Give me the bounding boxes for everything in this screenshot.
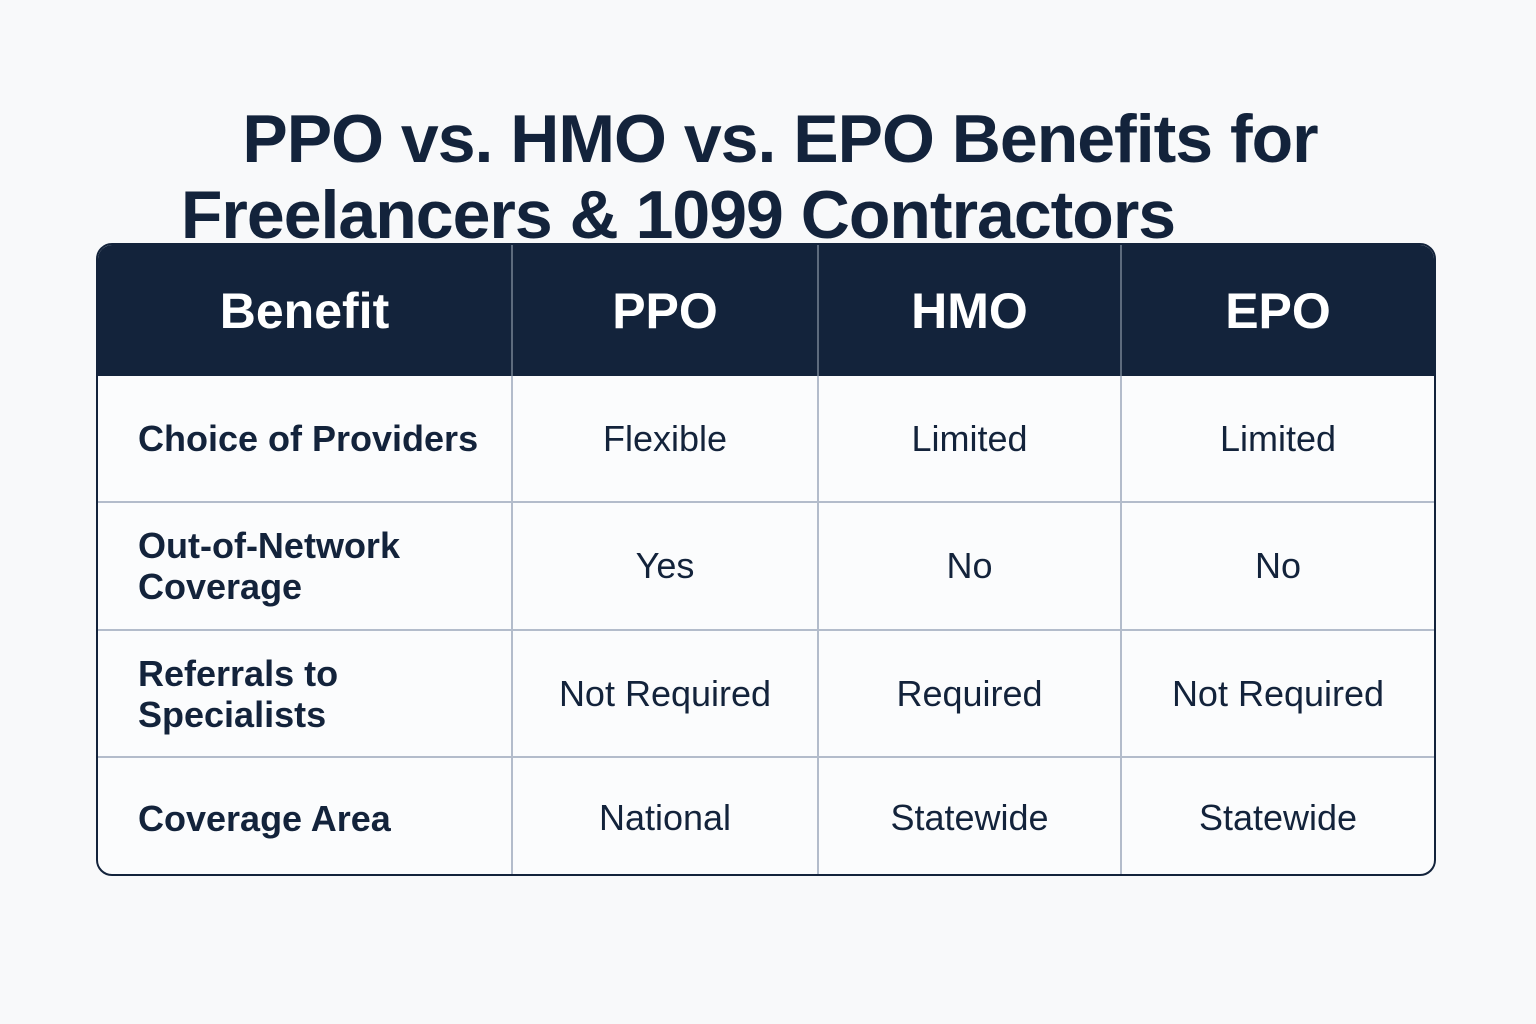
cell-ppo: Flexible [512, 376, 819, 502]
cell-ppo: National [512, 757, 819, 874]
row-label: Referrals to Specialists [98, 630, 513, 757]
cell-ppo: Yes [512, 502, 819, 630]
cell-epo: Not Required [1171, 672, 1385, 714]
cell-hmo: Limited [818, 376, 1122, 502]
title-line-2: Freelancers & 1099 Contractors [180, 176, 1176, 253]
row-label: Out-of-Network Coverage [98, 502, 513, 630]
table-row: Referrals to Specialists Not Required Re… [98, 630, 1434, 757]
page-title: PPO vs. HMO vs. EPO Benefits for Freelan… [0, 101, 1536, 253]
table-header-row: Benefit PPO HMO EPO [98, 245, 1434, 376]
comparison-table-container: Benefit PPO HMO EPO Choice of Providers … [96, 243, 1436, 876]
cell-epo: Statewide [1198, 797, 1358, 838]
table-row: Coverage Area National Statewide Statewi… [98, 757, 1434, 874]
header-ppo: PPO [512, 245, 819, 376]
cell-ppo: Not Required [512, 630, 819, 757]
row-label: Choice of Providers [98, 376, 513, 502]
cell-epo: Limited [1219, 417, 1337, 459]
row-label-text: Referrals to Specialists [138, 652, 339, 735]
table-row: Out-of-Network Coverage Yes No No [98, 502, 1434, 630]
cell-hmo: Statewide [818, 757, 1122, 874]
title-line-1: PPO vs. HMO vs. EPO Benefits for [242, 100, 1318, 177]
row-label: Coverage Area [98, 757, 513, 874]
header-epo: EPO [1225, 282, 1331, 339]
header-hmo: HMO [818, 245, 1122, 376]
cell-epo: No [1254, 545, 1302, 586]
comparison-table: Benefit PPO HMO EPO Choice of Providers … [98, 245, 1434, 874]
row-label-text: Out-of-Network Coverage [138, 525, 400, 607]
cell-hmo: No [818, 502, 1122, 630]
table-row: Choice of Providers Flexible Limited Lim… [98, 376, 1434, 502]
cell-hmo: Required [818, 630, 1122, 757]
header-benefit: Benefit [98, 245, 513, 376]
